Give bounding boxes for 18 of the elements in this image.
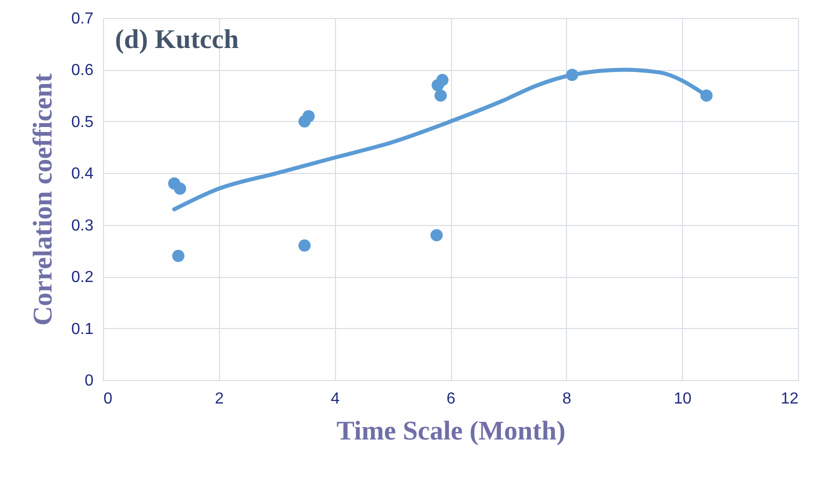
y-tick-label: 0.7	[71, 10, 94, 28]
y-axis-title: Correlation coefficent	[27, 73, 58, 326]
x-tick-label: 10	[674, 390, 692, 408]
y-tick-label: 0.1	[71, 320, 94, 338]
x-tick-label: 2	[214, 390, 224, 408]
x-tick-label: 4	[330, 390, 340, 408]
y-tick-label: 0.3	[71, 217, 94, 234]
y-tick-label: 0.4	[71, 166, 94, 183]
x-tick-label: 12	[780, 390, 799, 408]
y-tick-label: 0	[84, 372, 94, 390]
x-tick-label: 6	[446, 390, 456, 408]
chart-title: (d) Kutcch	[115, 24, 239, 54]
x-axis-title: Time Scale (Month)	[336, 416, 566, 446]
y-tick-label: 0.5	[71, 114, 94, 131]
y-tick-label: 0.2	[71, 269, 94, 286]
x-tick-label: 0	[104, 390, 112, 408]
x-tick-label: 8	[562, 390, 572, 408]
y-tick-label: 0.6	[71, 62, 94, 80]
